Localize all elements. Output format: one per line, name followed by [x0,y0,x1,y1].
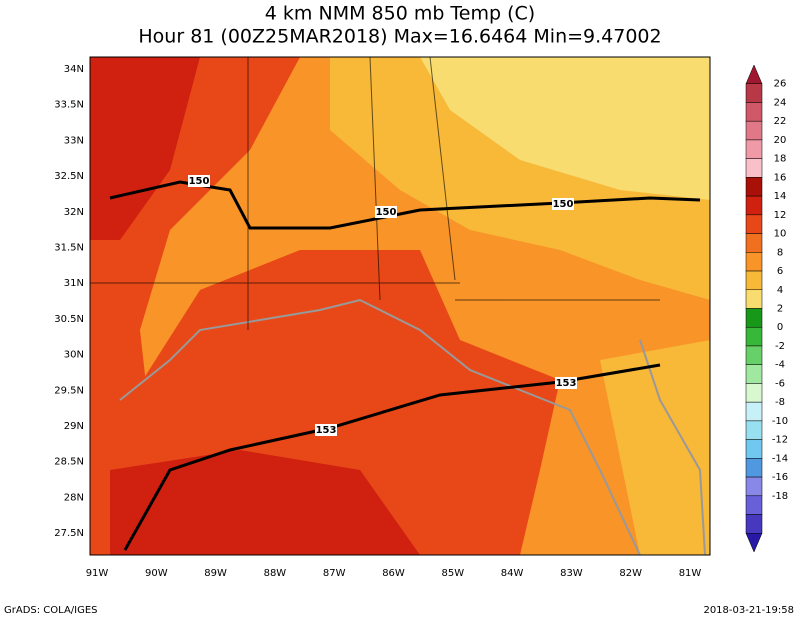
colorbar-label: 22 [774,116,787,127]
colorbar-label: 8 [777,247,783,258]
lat-label: 30.5N [54,314,84,325]
colorbar-label: 10 [774,229,787,240]
lat-label: 29.5N [54,385,84,396]
subtitle: Hour 81 (00Z25MAR2018) Max=16.6464 Min=9… [138,26,661,48]
colorbar-label: 16 [774,172,787,183]
colorbar-box [745,139,763,159]
colorbar-label: 26 [774,79,787,90]
lat-label: 30N [64,350,84,361]
colorbar-label: -6 [775,378,785,389]
colorbar-box [745,120,763,141]
colorbar-label: -4 [775,360,785,371]
contour-label-bg [188,175,210,187]
lon-label: 88W [264,568,287,579]
colorbar-box [745,383,763,403]
colorbar-box [745,289,763,309]
borders [90,56,660,330]
colorbar-label: 20 [774,135,787,146]
contour-label: 153 [556,378,577,389]
lat-label: 32.5N [54,171,84,182]
lon-label: 86W [382,568,405,579]
colorbar-label: 18 [774,154,787,165]
map-frame [89,56,711,556]
colorbar-label: -18 [772,491,788,502]
colorbar-box [745,83,763,103]
colorbar-label: 4 [777,285,783,296]
contour-label-bg [555,377,577,389]
colorbar-box [745,401,763,422]
lon-label: 89W [204,568,227,579]
contour-label: 150 [553,199,574,210]
lon-label: 87W [323,568,346,579]
colorbar-box [745,514,763,534]
lon-label: 84W [501,568,524,579]
colorbar-box [745,326,763,347]
colorbar-box [745,102,763,122]
lon-label: 91W [86,568,109,579]
lat-label: 29N [64,421,84,432]
colorbar-box [745,233,763,253]
colorbar-box [745,270,763,291]
colorbar-label: 2 [777,304,783,315]
coastline [119,298,706,556]
colorbar-label: 0 [777,322,783,333]
colorbar-label: -2 [775,341,785,352]
lon-label: 82W [619,568,642,579]
colorbar-box [745,158,763,178]
lat-label: 34N [64,64,84,75]
lat-label: 27.5N [54,528,84,539]
map-fill [90,57,710,555]
contour-label-bg [315,424,337,436]
lat-label: 32N [64,207,84,218]
lon-label: 90W [145,568,168,579]
lat-label: 28.5N [54,457,84,468]
colorbar-box [745,476,763,497]
colorbar-box [745,458,763,478]
lon-label: 83W [560,568,583,579]
colorbar-label: 6 [777,266,783,277]
colorbar-box [745,177,763,197]
footer-right: 2018-03-21-19:58 [703,605,794,616]
colorbar-label: -8 [775,397,785,408]
footer-left: GrADS: COLA/IGES [4,605,98,616]
colorbar-box [745,364,763,384]
lat-label: 31.5N [54,243,84,254]
lon-label: 81W [679,568,702,579]
contour-label: 153 [316,425,337,436]
colorbar-box [745,439,763,459]
contour-label: 150 [189,176,210,187]
colorbar-box [745,195,763,216]
contour-label-bg [375,206,397,218]
colorbar-cap [745,533,763,553]
contour-label: 150 [376,207,397,218]
colorbar-box [745,420,763,440]
colorbar-label: 14 [774,191,787,202]
colorbar-box [745,214,763,234]
colorbar-box [745,308,763,328]
colorbar-label: -12 [772,435,788,446]
colorbar-label: -10 [772,416,788,427]
colorbar-box [745,495,763,515]
lon-label: 85W [441,568,464,579]
colorbar-label: -14 [772,453,788,464]
title: 4 km NMM 850 mb Temp (C) [265,3,535,25]
contour-label-bg [552,198,574,210]
colorbar-label: -16 [772,472,788,483]
colorbar-label: 24 [774,97,787,108]
lat-label: 33.5N [54,100,84,111]
lat-label: 28N [64,492,84,503]
colorbar-box [745,345,763,365]
colorbar-label: 12 [774,210,787,221]
lat-label: 33N [64,135,84,146]
lat-label: 31N [64,278,84,289]
colorbar-box [745,252,763,272]
